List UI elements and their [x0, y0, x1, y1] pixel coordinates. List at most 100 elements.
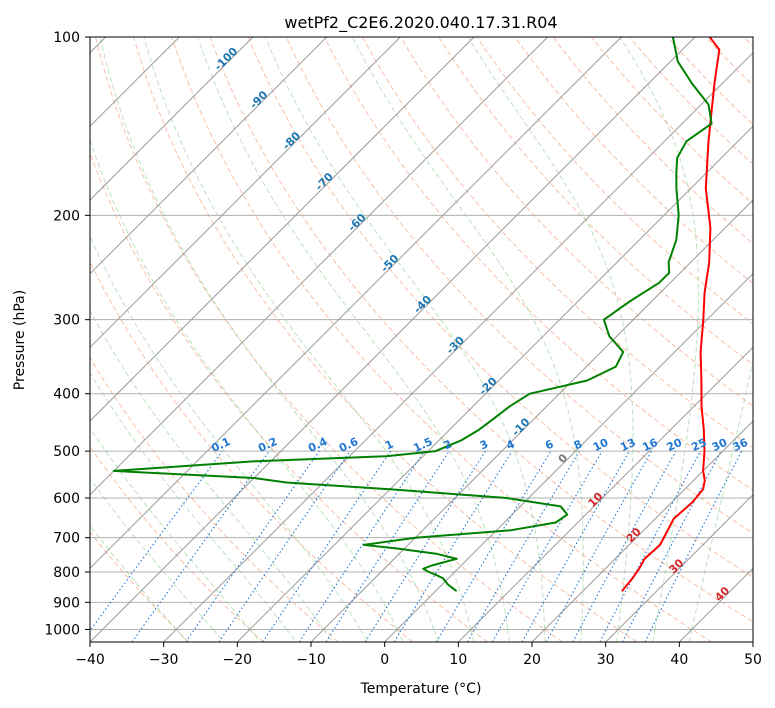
moist-adiabat	[619, 37, 699, 630]
dry-adiabat	[285, 37, 753, 534]
dry-adiabat	[514, 37, 753, 285]
y-tick-label: 300	[53, 313, 80, 329]
moist-adiabat	[352, 37, 584, 630]
dewpoint-profile-line	[112, 37, 713, 592]
isotherm-line	[531, 420, 753, 642]
mixing-ratio-label: 30	[710, 436, 730, 454]
dry-adiabat	[90, 151, 488, 642]
y-tick-label: 700	[53, 531, 80, 547]
y-tick-label: 800	[53, 565, 80, 581]
mixing-ratio-line	[393, 450, 513, 642]
dry-adiabat	[323, 37, 753, 491]
moist-adiabat	[175, 629, 188, 642]
mixing-ratio-label: 10	[591, 436, 611, 454]
isotherm-line	[163, 51, 753, 642]
moist-adiabat	[470, 629, 475, 642]
mixing-ratio-line	[325, 450, 450, 642]
dry-adiabat	[209, 37, 753, 623]
x-tick-label: 50	[744, 652, 762, 668]
mixing-ratio-line	[185, 450, 320, 642]
mixing-ratio-line	[262, 450, 392, 642]
mixing-ratio-label: 13	[618, 436, 637, 454]
plot-frame	[89, 36, 754, 643]
moist-adiabat	[396, 629, 404, 642]
moist-adiabat	[359, 629, 369, 642]
dry-adiabat	[362, 37, 753, 449]
x-axis-label: Temperature (°C)	[360, 681, 482, 697]
dry-adiabat	[90, 445, 264, 642]
isotherm-line	[90, 37, 254, 201]
mixing-ratio-line	[644, 450, 743, 642]
moist-adiabat	[90, 235, 361, 630]
x-tick-label: −40	[75, 652, 105, 668]
isotherm-line	[90, 37, 549, 496]
isotherm-line	[457, 346, 753, 642]
mixing-ratio-line	[90, 450, 223, 632]
x-axis: −40 −30 −20 −10 0 10 20 30 40 50	[75, 642, 762, 668]
moist-adiabat	[467, 37, 634, 630]
moist-adiabat	[212, 629, 225, 642]
moist-adiabat	[286, 629, 297, 642]
y-tick-label: 500	[53, 444, 80, 460]
y-axis: 100 200 300 400 500 600 700 800 900 1000	[44, 30, 90, 638]
isotherm-line	[605, 493, 753, 642]
moist-adiabat	[652, 629, 656, 642]
moist-adiabat	[580, 629, 582, 642]
moist-adiabat	[99, 37, 435, 630]
y-tick-label: 900	[53, 595, 80, 611]
background-grid	[90, 37, 753, 642]
x-tick-label: 30	[597, 652, 615, 668]
dry-adiabat	[133, 37, 638, 642]
mixing-ratio-line	[572, 450, 677, 642]
moist-adiabat	[264, 37, 546, 630]
mixing-ratio-label: 20	[665, 436, 685, 454]
moist-adiabat	[433, 629, 439, 642]
series-layer	[112, 37, 721, 592]
mixing-ratio-line	[545, 450, 653, 642]
dry-adiabat	[438, 37, 753, 366]
x-tick-label: −30	[149, 652, 179, 668]
mixing-ratio-label: 16	[640, 436, 660, 454]
dry-adiabat	[400, 37, 753, 407]
mixing-ratio-line	[521, 450, 630, 642]
mixing-ratio-line	[298, 450, 425, 642]
y-tick-label: 600	[53, 491, 80, 507]
x-tick-label: 20	[523, 652, 541, 668]
y-axis-label: Pressure (hPa)	[12, 290, 28, 390]
isotherm-line	[90, 37, 401, 349]
x-tick-label: −10	[296, 652, 326, 668]
isotherm-line	[236, 125, 753, 642]
x-tick-label: 10	[449, 652, 467, 668]
y-tick-label: 100	[53, 30, 80, 46]
moist-adiabat	[90, 138, 398, 630]
isotherm-line	[90, 37, 622, 570]
mixing-ratio-line	[131, 450, 270, 642]
moist-adiabat	[323, 629, 333, 642]
dry-adiabat	[95, 37, 563, 642]
isotherm-line	[90, 37, 328, 275]
chart-title: wetPf2_C2E6.2020.040.17.31.R04	[284, 13, 557, 33]
moist-adiabat	[616, 629, 619, 642]
dry-adiabat	[247, 37, 753, 578]
x-tick-label: −20	[223, 652, 253, 668]
moist-adiabat	[688, 629, 693, 642]
dry-adiabat	[90, 531, 190, 642]
moist-adiabat	[249, 629, 261, 642]
y-tick-label: 1000	[44, 622, 80, 638]
isotherm-line	[90, 37, 475, 422]
y-tick-label: 200	[53, 208, 80, 224]
dry-adiabat	[90, 356, 339, 642]
mixing-ratio-line	[218, 450, 351, 642]
isotherm-line	[90, 37, 696, 642]
moist-adiabat	[691, 357, 753, 630]
mixing-ratio-label: 25	[689, 436, 708, 454]
isotherm-line	[384, 272, 753, 642]
mixing-ratio-label: 36	[731, 436, 751, 454]
moist-adiabat	[507, 629, 510, 642]
moist-adiabat	[143, 37, 472, 630]
dry-adiabat	[171, 37, 712, 642]
temperature-profile-line	[621, 37, 721, 592]
y-tick-label: 400	[53, 387, 80, 403]
x-tick-label: 0	[380, 652, 389, 668]
